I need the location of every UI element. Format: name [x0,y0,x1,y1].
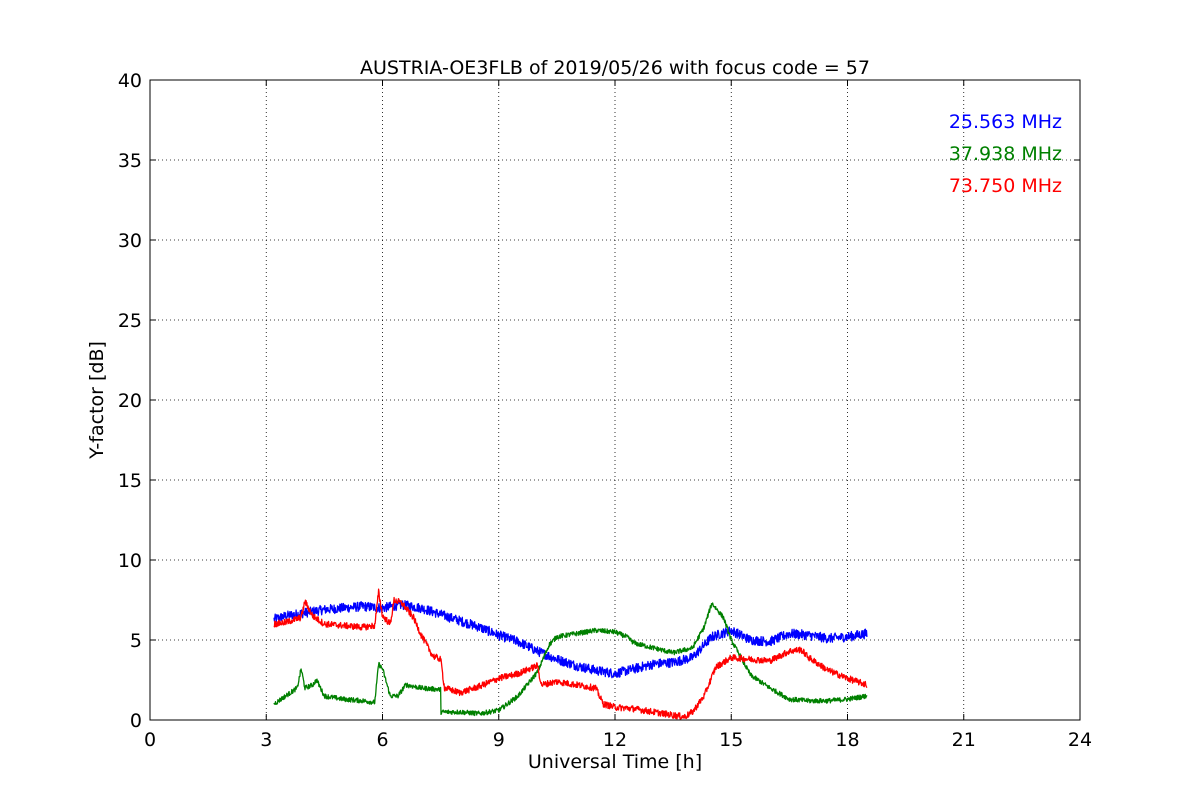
grid [150,80,1080,720]
x-tick-label: 9 [493,729,505,751]
y-tick-label: 15 [118,470,142,492]
y-tick-label: 30 [118,230,142,252]
x-tick-label: 3 [260,729,272,751]
ticks [149,79,1081,721]
y-tick-label: 10 [118,550,142,572]
series-line [273,599,868,679]
x-tick-label: 18 [835,729,859,751]
x-tick-label: 12 [603,729,627,751]
y-axis-label: Y-factor [dB] [86,341,108,460]
legend: 25.563 MHz 37.938 MHz 73.750 MHz [949,111,1062,197]
x-tick-label: 21 [952,729,976,751]
series-line [273,602,868,717]
y-tick-label: 0 [130,710,142,732]
legend-entry: 37.938 MHz [949,143,1062,165]
y-tick-label: 35 [118,150,142,172]
x-tick-label: 0 [144,729,156,751]
x-tick-label: 6 [376,729,388,751]
legend-entry: 73.750 MHz [949,175,1062,197]
chart-title: AUSTRIA-OE3FLB of 2019/05/26 with focus … [360,57,870,79]
y-tick-label: 5 [130,630,142,652]
y-tick-label: 25 [118,310,142,332]
y-tick-label: 40 [118,70,142,92]
tick-labels: 0 3 6 9 12 15 18 21 24 0 5 10 15 20 25 30 35 40 [118,70,1092,751]
y-tick-label: 20 [118,390,142,412]
series-layer [273,588,868,720]
legend-entry: 25.563 MHz [949,111,1062,133]
x-tick-label: 15 [719,729,743,751]
x-axis-label: Universal Time [h] [528,751,702,773]
x-tick-label: 24 [1068,729,1092,751]
series-line [273,588,868,720]
